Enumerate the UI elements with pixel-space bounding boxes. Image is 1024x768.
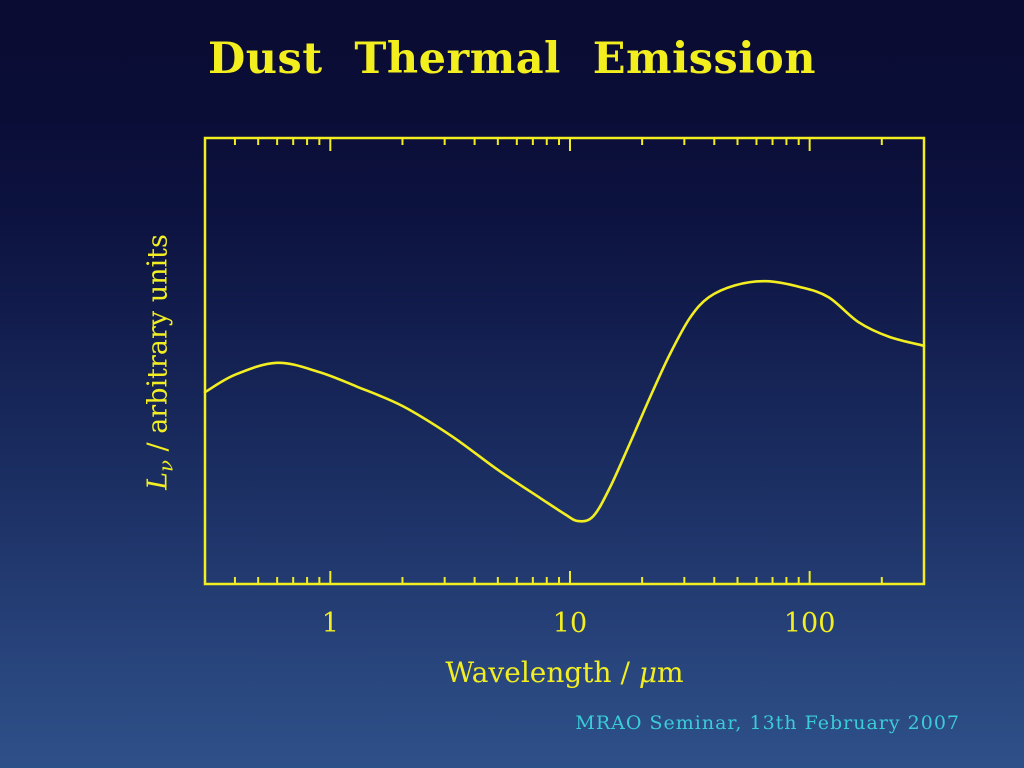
footer-credit: MRAO Seminar, 13th February 2007 [575, 712, 960, 734]
x-tick-labels: 1 10 100 [322, 608, 836, 639]
x-tick-label: 1 [322, 608, 339, 639]
slide-title: Dust Thermal Emission [207, 34, 817, 84]
y-axis-symbol: L [142, 471, 174, 490]
y-axis-label: Lν / arbitrary units [142, 234, 177, 490]
emission-curve [203, 279, 926, 523]
x-axis-text: Wavelength / [445, 656, 639, 689]
x-tick-label: 10 [553, 608, 587, 639]
x-axis-mu-symbol: μ [638, 656, 658, 689]
spectrum-line [203, 279, 926, 523]
x-axis-unit: m [657, 656, 684, 689]
plot-border [203, 136, 926, 586]
axis-ticks [233, 138, 883, 584]
x-tick-label: 100 [784, 608, 836, 639]
y-axis-units: / arbitrary units [142, 234, 174, 461]
y-axis-subscript-nu: ν [154, 460, 178, 472]
plot-frame [203, 136, 926, 586]
x-axis-label: Wavelength / μm [205, 656, 924, 689]
